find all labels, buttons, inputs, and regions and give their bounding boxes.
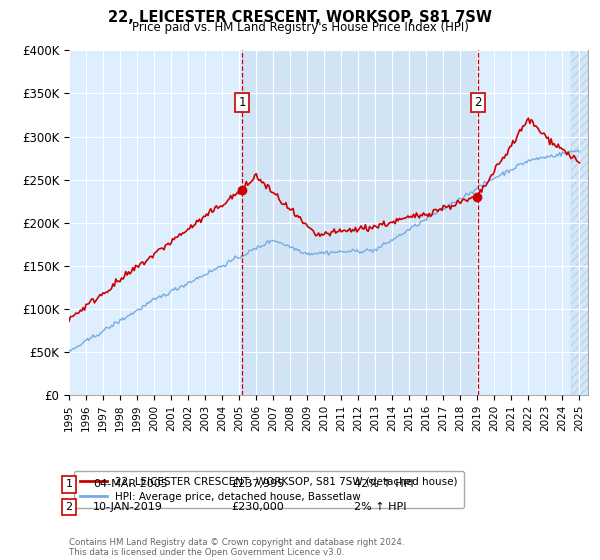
Text: £237,995: £237,995 <box>231 479 284 489</box>
Text: 22, LEICESTER CRESCENT, WORKSOP, S81 7SW: 22, LEICESTER CRESCENT, WORKSOP, S81 7SW <box>108 10 492 25</box>
Text: £230,000: £230,000 <box>231 502 284 512</box>
Text: 10-JAN-2019: 10-JAN-2019 <box>93 502 163 512</box>
Text: 2: 2 <box>474 96 482 109</box>
Text: 42% ↑ HPI: 42% ↑ HPI <box>354 479 413 489</box>
Text: Contains HM Land Registry data © Crown copyright and database right 2024.
This d: Contains HM Land Registry data © Crown c… <box>69 538 404 557</box>
Legend: 22, LEICESTER CRESCENT, WORKSOP, S81 7SW (detached house), HPI: Average price, d: 22, LEICESTER CRESCENT, WORKSOP, S81 7SW… <box>74 470 464 508</box>
Text: Price paid vs. HM Land Registry's House Price Index (HPI): Price paid vs. HM Land Registry's House … <box>131 21 469 34</box>
Text: 04-MAR-2005: 04-MAR-2005 <box>93 479 168 489</box>
Text: 1: 1 <box>65 479 73 489</box>
Text: 2: 2 <box>65 502 73 512</box>
Bar <box>242 50 478 395</box>
Bar <box>571 50 588 395</box>
Text: 1: 1 <box>238 96 246 109</box>
Text: 2% ↑ HPI: 2% ↑ HPI <box>354 502 407 512</box>
